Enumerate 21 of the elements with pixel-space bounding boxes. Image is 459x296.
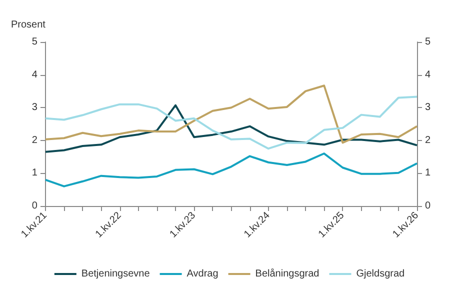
y2-tick-label: 1 — [425, 168, 431, 179]
y2-tick-label: 5 — [425, 36, 431, 48]
legend-label: Betjeningsevne — [81, 268, 150, 280]
y-tick-label: 5 — [32, 36, 38, 48]
legend-label: Gjeldsgrad — [356, 268, 405, 280]
y-tick-label: 4 — [32, 69, 38, 80]
y-tick-label: 1 — [32, 168, 38, 179]
line-series — [44, 152, 418, 188]
y-axis-title: Prosent — [10, 20, 46, 30]
y-tick-label: 0 — [32, 200, 38, 212]
legend-label: Avdrag — [186, 268, 218, 280]
y2-tick-label: 2 — [425, 134, 431, 146]
line-series — [44, 96, 418, 150]
y2-tick-label: 3 — [425, 102, 431, 114]
y2-tick-label: 0 — [425, 200, 431, 212]
y-tick-label: 3 — [32, 102, 38, 114]
line-series — [44, 84, 418, 144]
y2-tick-label: 4 — [425, 69, 431, 80]
legend-label: Belåningsgrad — [255, 268, 320, 280]
line-series — [44, 104, 418, 153]
y-tick-label: 2 — [32, 134, 38, 146]
